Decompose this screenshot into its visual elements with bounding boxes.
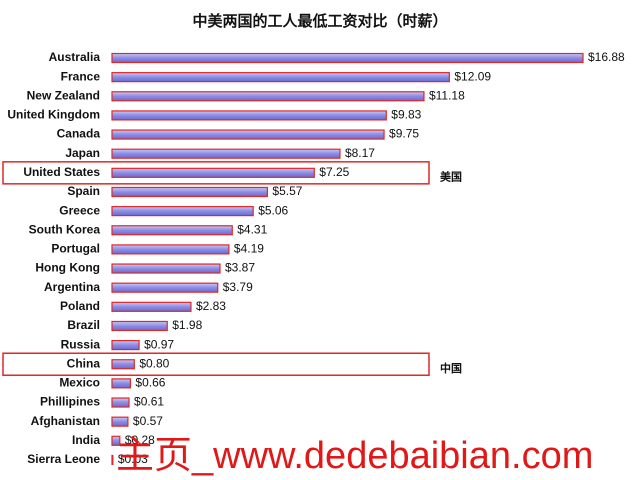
- value-label: $0.80: [139, 356, 169, 370]
- y-tick-label: Greece: [59, 203, 100, 217]
- bar: [111, 244, 230, 255]
- value-label: $5.57: [272, 184, 302, 198]
- bar: [111, 397, 130, 408]
- bar: [111, 301, 192, 312]
- y-tick-label: Brazil: [67, 318, 100, 332]
- value-label: $8.17: [345, 146, 375, 160]
- y-tick-label: Sierra Leone: [27, 452, 100, 466]
- chart-title: 中美两国的工人最低工资对比（时薪）: [192, 12, 447, 30]
- y-tick-label: China: [67, 356, 101, 370]
- y-tick-label: Russia: [61, 337, 101, 351]
- bar: [111, 206, 254, 217]
- highlight-box: [2, 352, 430, 376]
- y-tick-label: Spain: [67, 184, 100, 198]
- bar: [111, 435, 121, 446]
- bar: [111, 378, 132, 389]
- y-tick-label: United States: [23, 165, 100, 179]
- bar: [111, 320, 168, 332]
- value-label: $16.88: [588, 50, 625, 64]
- y-tick-label: Mexico: [59, 376, 100, 390]
- y-tick-label: Japan: [65, 146, 100, 160]
- value-label: $0.03: [118, 452, 148, 466]
- bar: [111, 186, 269, 198]
- value-label: $4.31: [237, 222, 267, 236]
- value-label: $12.09: [454, 69, 491, 83]
- value-label: $0.28: [125, 433, 155, 447]
- y-tick-label: Portugal: [51, 242, 100, 256]
- bar: [111, 359, 135, 370]
- y-tick-label: India: [72, 433, 100, 447]
- bar: [111, 263, 221, 274]
- value-label: $0.57: [133, 414, 163, 428]
- bar: [111, 129, 385, 140]
- bar: [111, 52, 584, 64]
- value-label: $2.83: [196, 299, 226, 313]
- y-tick-label: Afghanistan: [31, 414, 100, 428]
- y-tick-label: New Zealand: [27, 88, 100, 102]
- y-tick-label: Poland: [60, 299, 100, 313]
- value-label: $0.66: [135, 376, 165, 390]
- highlight-box: [2, 161, 430, 185]
- y-tick-label: South Korea: [29, 222, 101, 236]
- y-tick-label: France: [61, 69, 101, 83]
- value-label: $5.06: [258, 203, 288, 217]
- y-tick-label: Australia: [49, 50, 101, 64]
- bar: [111, 282, 219, 293]
- value-label: $11.18: [429, 88, 465, 102]
- value-label: $3.79: [223, 280, 253, 294]
- y-tick-label: United Kingdom: [7, 108, 100, 122]
- bar: [111, 340, 140, 351]
- annotation: 美国: [440, 170, 462, 184]
- value-label: $9.83: [391, 108, 421, 122]
- y-tick-label: Hong Kong: [35, 261, 100, 275]
- bar: [111, 72, 450, 83]
- annotation: 中国: [440, 361, 462, 375]
- bar: [111, 110, 387, 121]
- y-tick-label: Argentina: [44, 280, 100, 294]
- bar: [111, 416, 129, 427]
- y-tick-label: Canada: [57, 127, 101, 141]
- value-label: $7.25: [319, 165, 349, 179]
- value-label: $4.19: [234, 242, 264, 256]
- bar: [111, 167, 315, 178]
- value-label: $1.98: [172, 318, 202, 332]
- watermark: 主页_www.dedebaibian.com: [116, 435, 593, 477]
- y-tick-label: Phillipines: [40, 395, 100, 409]
- value-label: $0.61: [134, 395, 164, 409]
- value-label: $9.75: [389, 127, 419, 141]
- bar: [111, 454, 114, 466]
- value-label: $3.87: [225, 261, 255, 275]
- bar: [111, 91, 425, 102]
- bar: [111, 225, 233, 236]
- value-label: $0.97: [144, 337, 174, 351]
- bar: [111, 148, 341, 159]
